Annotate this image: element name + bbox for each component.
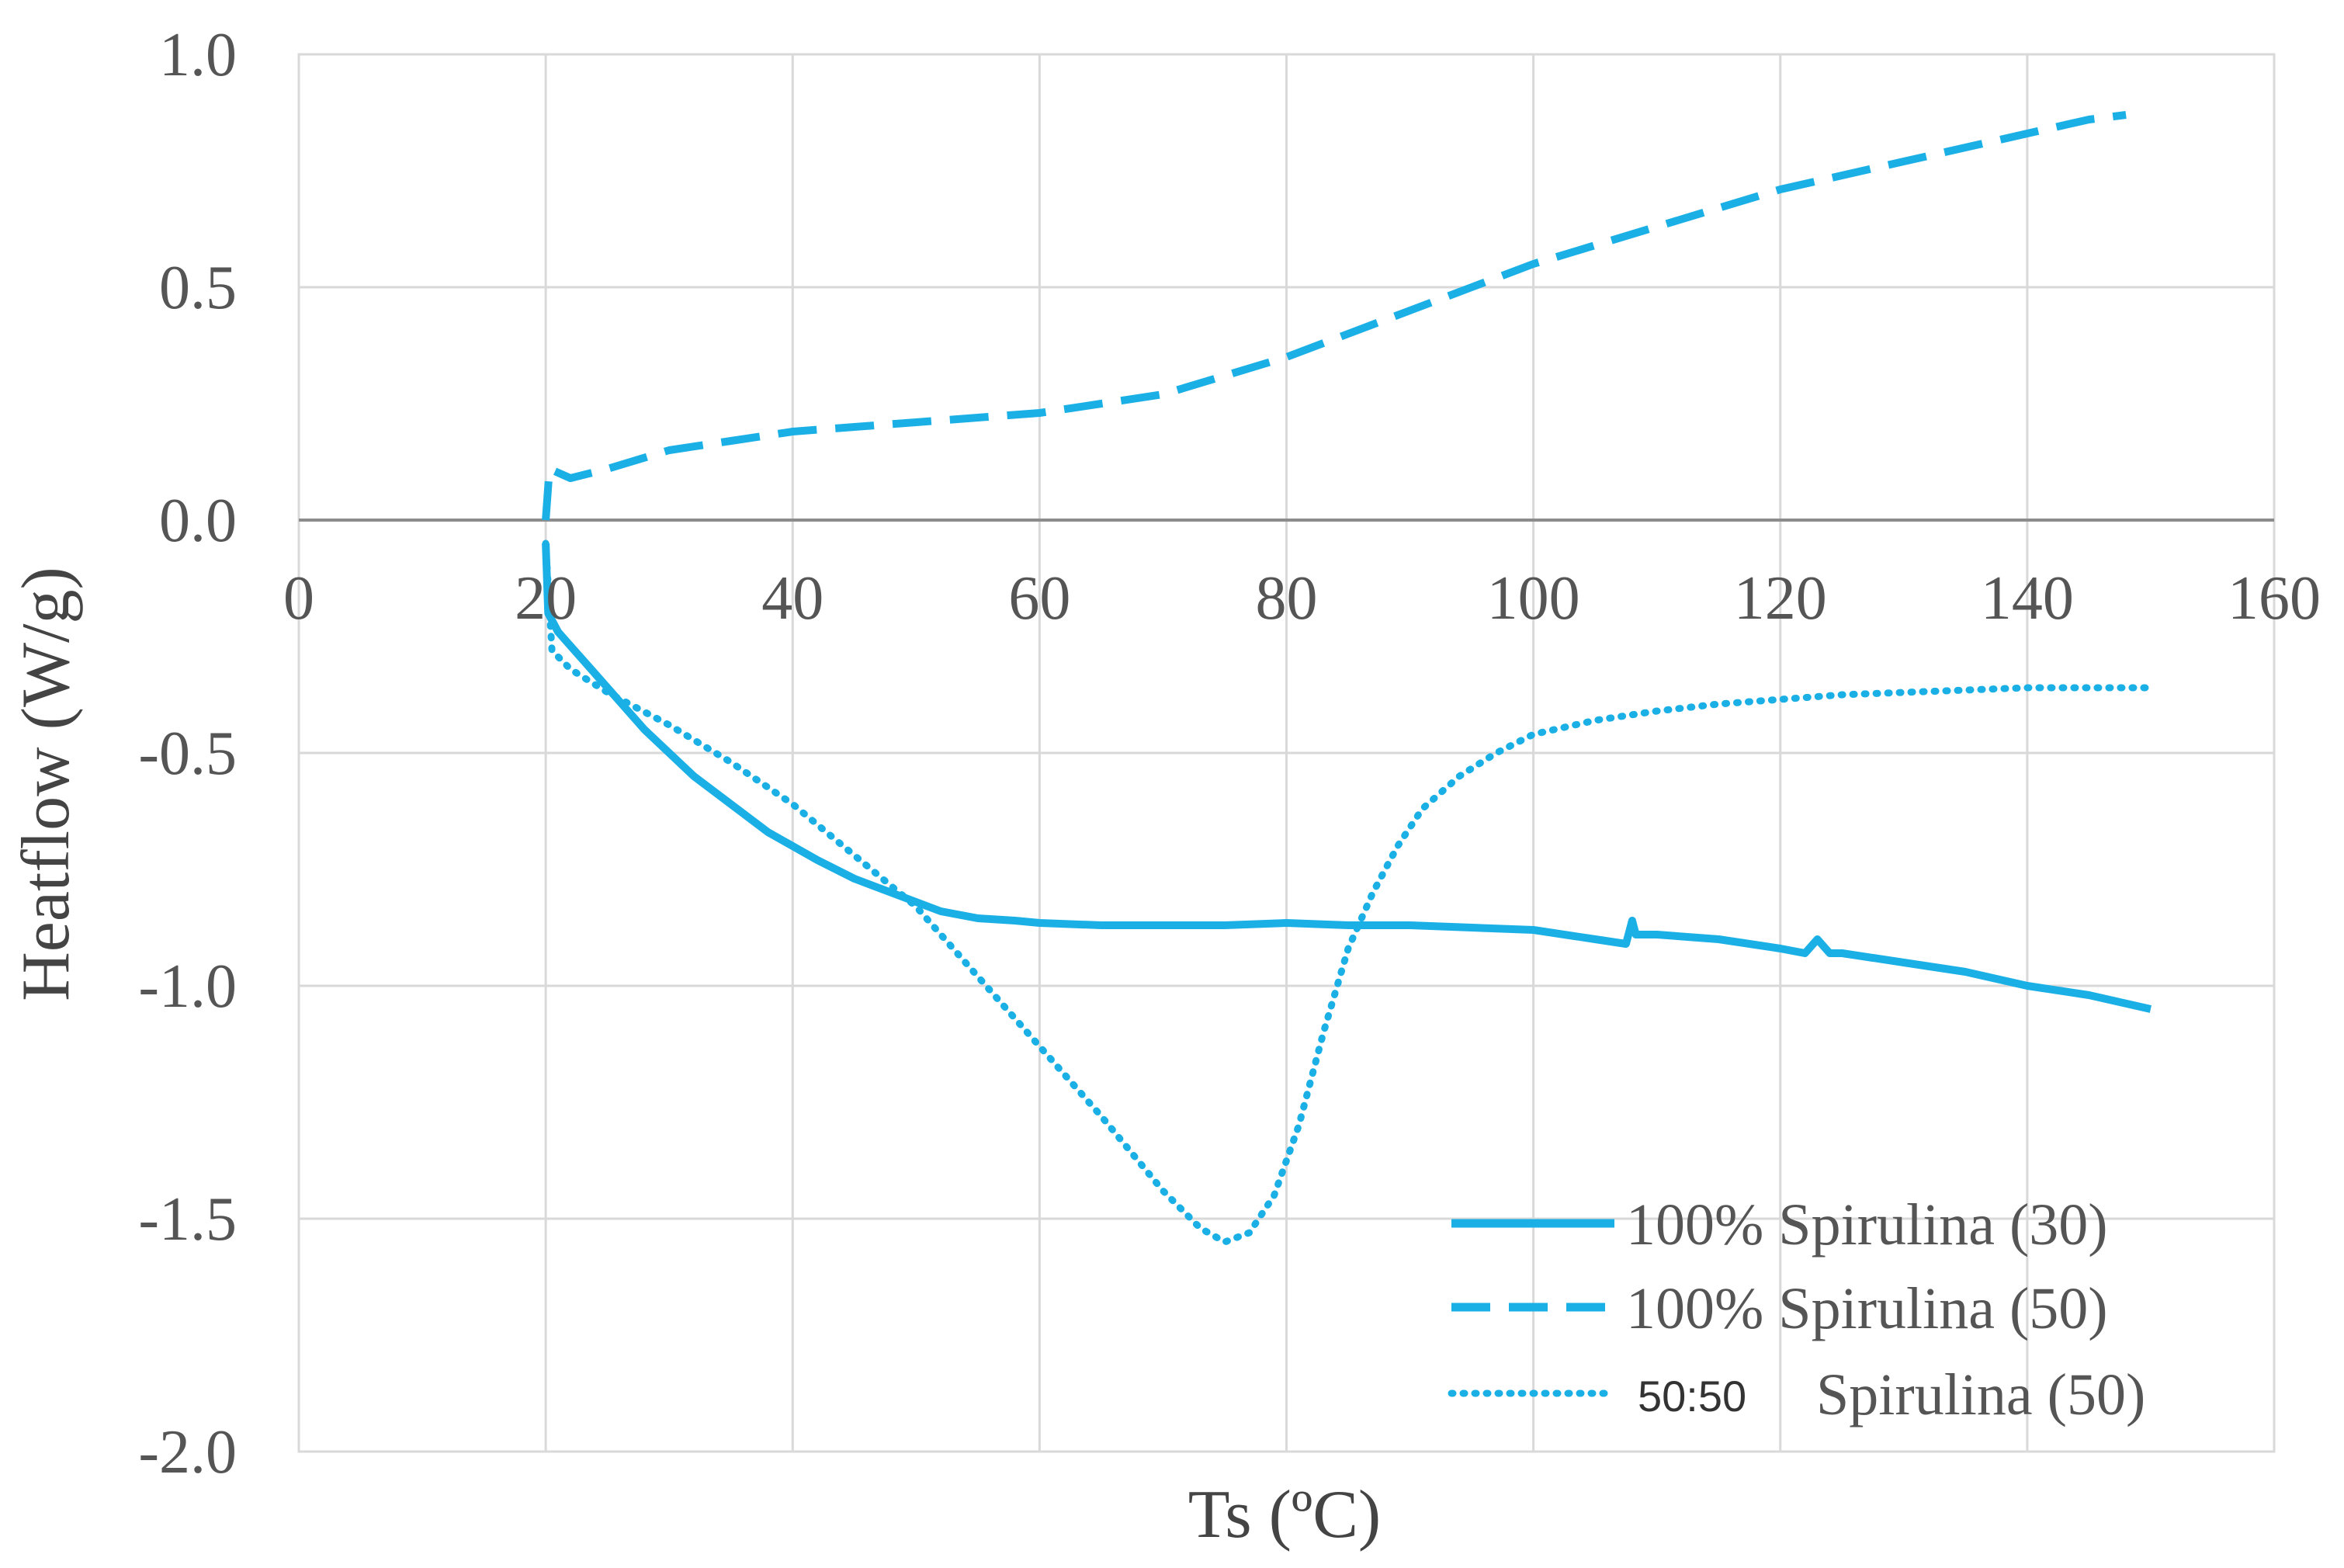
- y-tick-label: 0.0: [159, 487, 237, 555]
- x-tick-label: 40: [761, 564, 824, 633]
- y-tick-label: -1.0: [138, 952, 237, 1021]
- legend-prefix-ratio: 50:50: [1638, 1372, 1746, 1421]
- grid: [297, 53, 2276, 1453]
- x-tick-label: 100: [1487, 564, 1580, 633]
- x-tick-label: 60: [1008, 564, 1070, 633]
- y-axis-tick-labels: 1.0 0.5 0.0 -0.5 -1.0 -1.5 -2.0: [138, 21, 237, 1486]
- y-axis-title: Heatflow (W/g): [9, 567, 84, 1001]
- y-tick-label: -1.5: [138, 1185, 237, 1254]
- legend-label-spirulina-50-50: Spirulina (50): [1816, 1362, 2145, 1428]
- x-axis-title: Ts (ºC): [1188, 1477, 1381, 1552]
- x-tick-label: 120: [1734, 564, 1827, 633]
- legend-label-spirulina-100-50: 100% Spirulina (50): [1626, 1276, 2108, 1341]
- x-axis-tick-labels: 0 20 40 60 80 100 120 140 160: [283, 564, 2321, 633]
- legend-entry-spirulina-50-50: 50:50 Spirulina (50): [1448, 1362, 2145, 1428]
- series-line-solid: [542, 543, 2152, 1013]
- legend-entry-spirulina-100-50: 100% Spirulina (50): [1451, 1276, 2108, 1341]
- series-line-dashed: [542, 111, 2127, 521]
- y-tick-label: -0.5: [138, 720, 237, 788]
- x-tick-label: 80: [1256, 564, 1318, 633]
- series-line-dotted: [542, 539, 2155, 1246]
- x-tick-label: 20: [515, 564, 577, 633]
- legend: 100% Spirulina (30) 100% Spirulina (50) …: [1448, 1192, 2145, 1428]
- x-tick-label: 140: [1981, 564, 2074, 633]
- series-lines: [542, 111, 2155, 1246]
- y-tick-label: 0.5: [159, 254, 237, 322]
- legend-entry-spirulina-100-30: 100% Spirulina (30): [1451, 1192, 2108, 1258]
- x-tick-label: 160: [2228, 564, 2321, 633]
- y-tick-label: -2.0: [138, 1418, 237, 1486]
- y-tick-label: 1.0: [159, 21, 237, 89]
- x-tick-label: 0: [283, 564, 314, 633]
- legend-label-spirulina-100-30: 100% Spirulina (30): [1626, 1192, 2108, 1258]
